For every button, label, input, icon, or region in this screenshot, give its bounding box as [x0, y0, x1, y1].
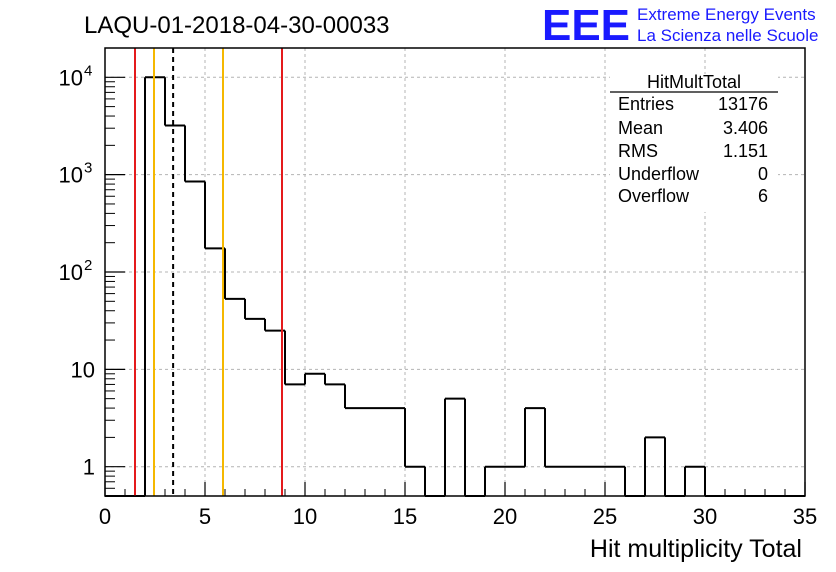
- reference-lines-layer: [134, 48, 283, 496]
- y-tick-label: 1: [83, 455, 95, 480]
- stats-box: HitMultTotal Entries 13176 Mean 3.406 RM…: [610, 72, 778, 212]
- stats-value-overflow: 6: [758, 186, 768, 206]
- y-tick-label: 10: [59, 260, 83, 285]
- stats-value-entries: 13176: [718, 94, 768, 114]
- logo-line2: La Scienza nelle Scuole: [637, 26, 818, 45]
- x-tick-label-35: 35: [793, 504, 817, 529]
- stats-value-rms: 1.151: [723, 141, 768, 161]
- stats-box-background: [610, 74, 778, 212]
- axis-ticks-layer: [104, 76, 806, 496]
- eee-logo: EEE Extreme Energy Events La Scienza nel…: [542, 1, 818, 50]
- logo-line1: Extreme Energy Events: [637, 5, 816, 24]
- y-tick-exponent: 3: [84, 160, 92, 177]
- stats-label-rms: RMS: [618, 141, 658, 161]
- x-tick-label-5: 5: [199, 504, 211, 529]
- y-tick-exponent: 4: [84, 62, 92, 79]
- y-tick-label: 10: [71, 357, 95, 382]
- stats-value-underflow: 0: [758, 164, 768, 184]
- x-tick-label-25: 25: [593, 504, 617, 529]
- y-tick-label: 10: [59, 65, 83, 90]
- chart-title: LAQU-01-2018-04-30-00033: [84, 12, 390, 39]
- stats-value-mean: 3.406: [723, 118, 768, 138]
- x-tick-label-15: 15: [393, 504, 417, 529]
- stats-label-entries: Entries: [618, 94, 674, 114]
- y-tick-exponent: 2: [84, 257, 92, 274]
- x-axis-title: Hit multiplicity Total: [590, 535, 802, 563]
- logo-mark: EEE: [542, 1, 630, 50]
- stats-label-mean: Mean: [618, 118, 663, 138]
- stats-label-overflow: Overflow: [618, 186, 690, 206]
- x-tick-label-0: 0: [99, 504, 111, 529]
- x-tick-label-20: 20: [493, 504, 517, 529]
- y-tick-label: 10: [59, 163, 83, 188]
- x-tick-label-30: 30: [693, 504, 717, 529]
- x-tick-label-10: 10: [293, 504, 317, 529]
- stats-label-underflow: Underflow: [618, 164, 700, 184]
- stats-title: HitMultTotal: [647, 72, 741, 92]
